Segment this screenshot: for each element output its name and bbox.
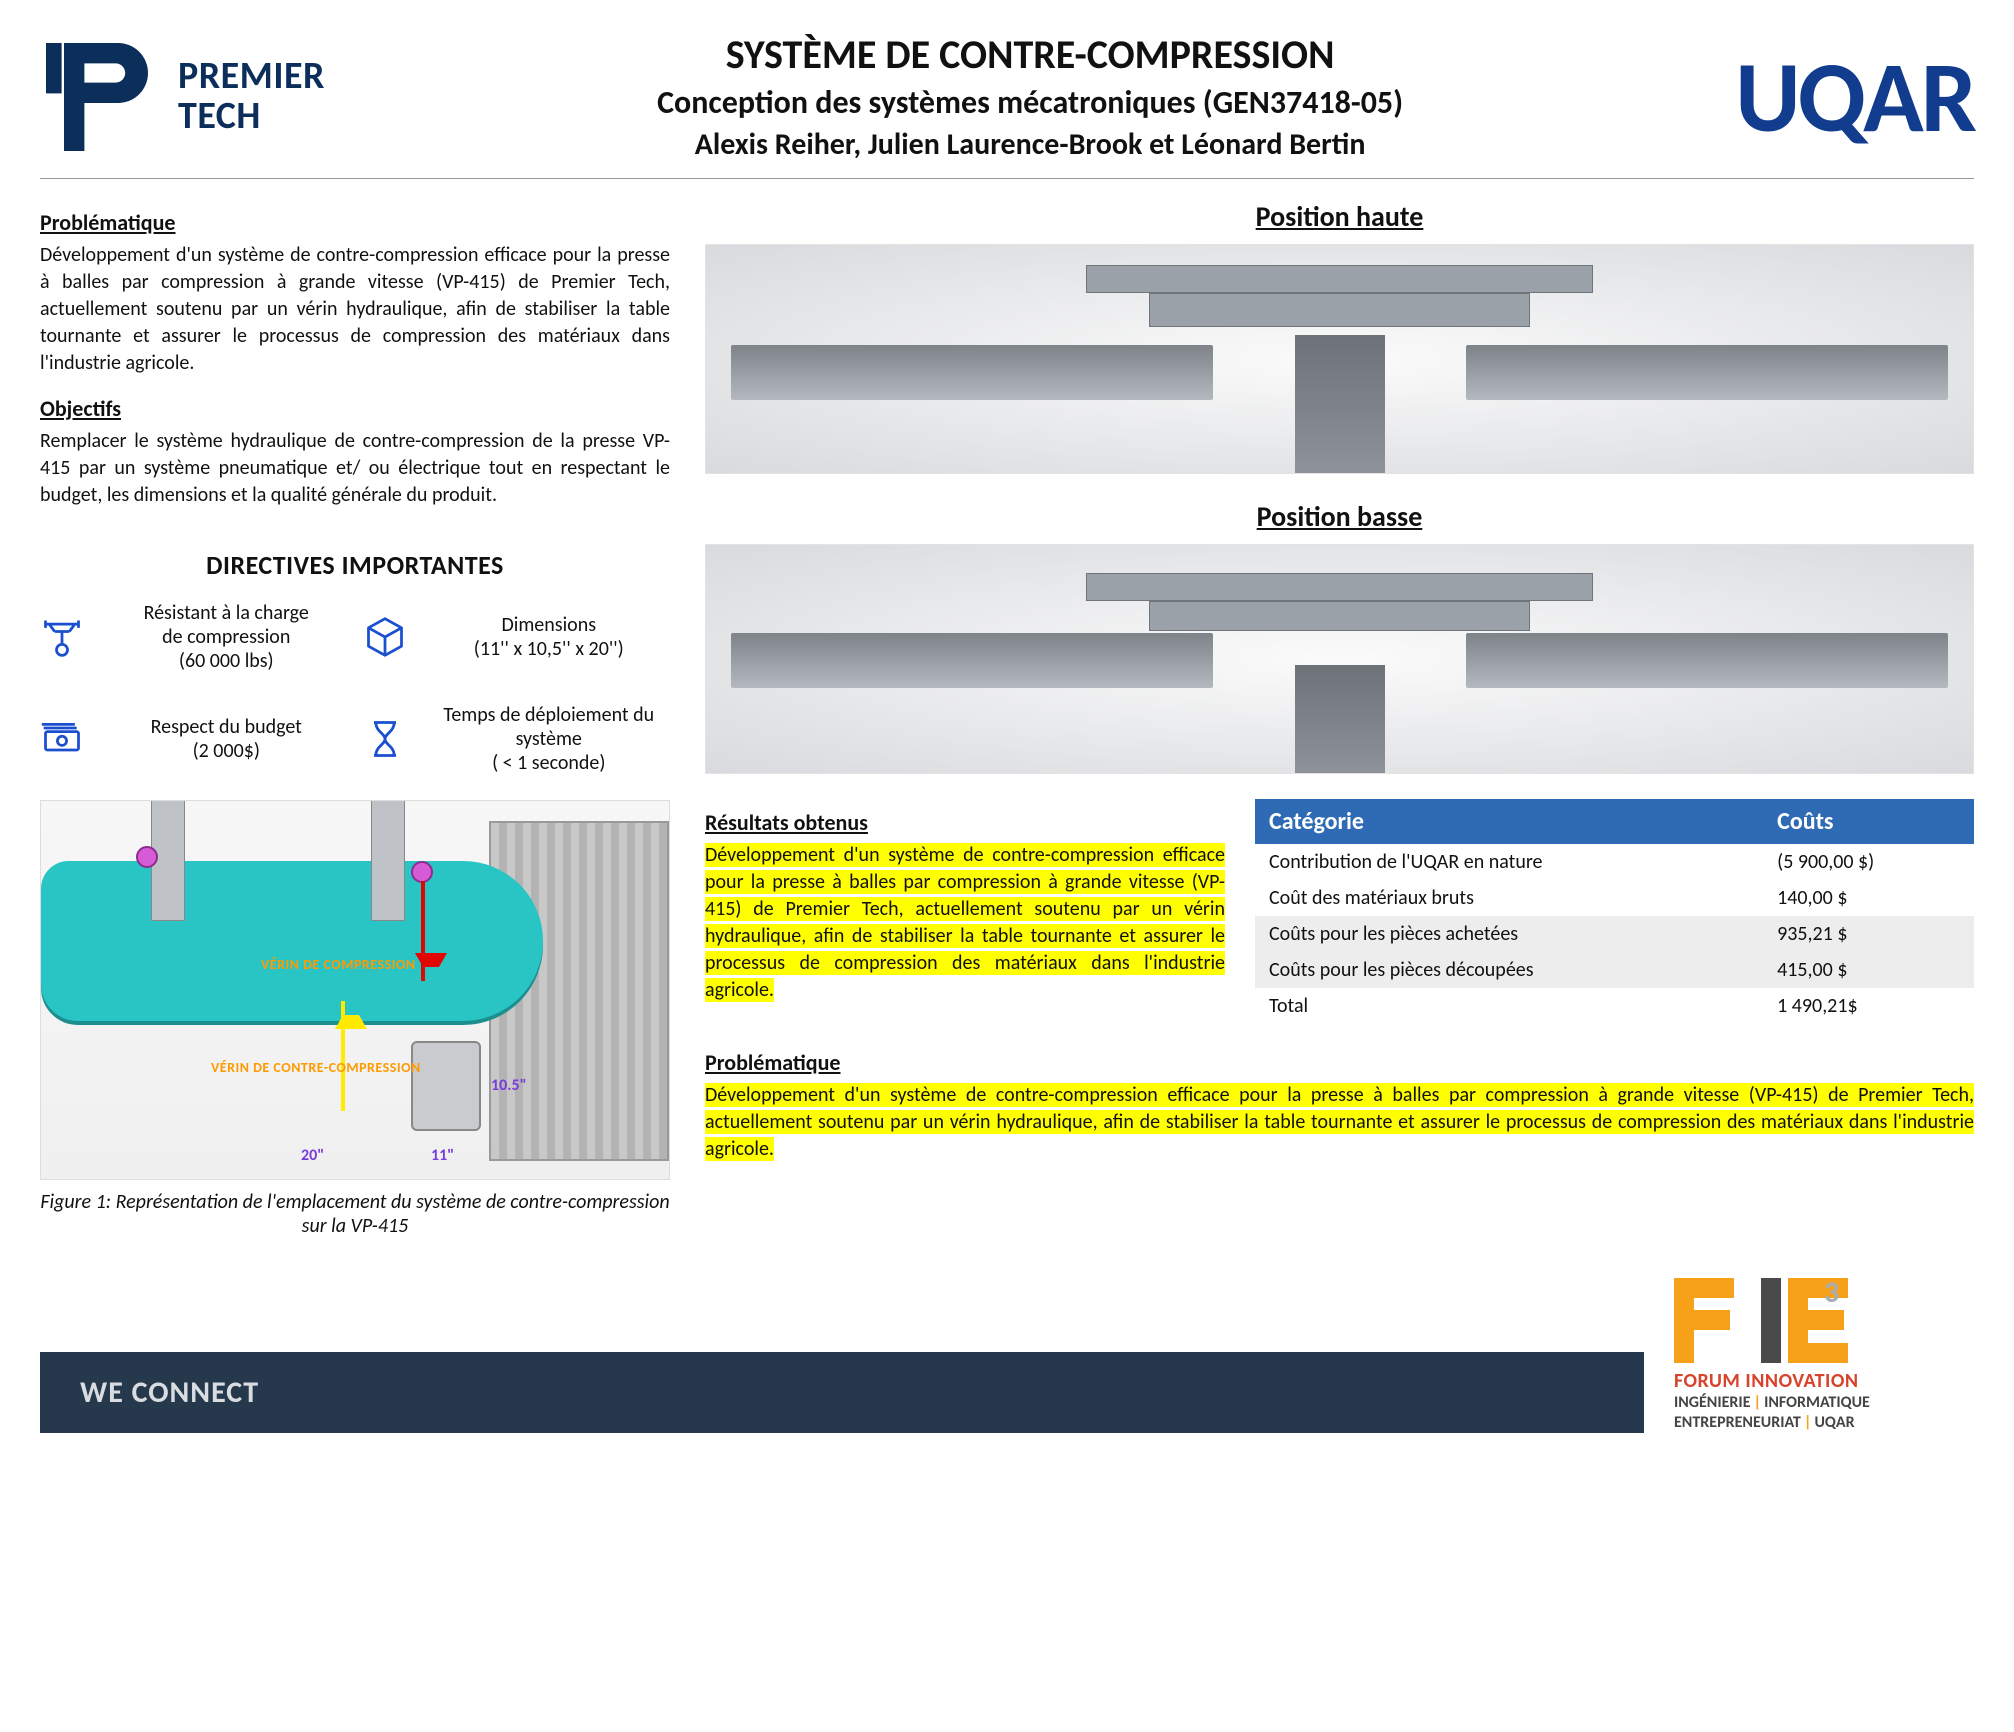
table-header-row: Catégorie Coûts (1255, 799, 1974, 844)
objectives-heading: Objectifs (40, 395, 670, 422)
objectives-body: Remplacer le système hydraulique de cont… (40, 428, 670, 509)
problem-heading: Problématique (40, 209, 670, 236)
main-title: SYSTÈME DE CONTRE-COMPRESSION (345, 30, 1715, 79)
problem-body: Développement d'un système de contre-com… (40, 242, 670, 377)
table-row: Coûts pour les pièces découpées415,00 $ (1255, 952, 1974, 988)
directives-title: DIRECTIVES IMPORTANTES (40, 549, 670, 581)
directive-dimensions: Dimensions (11'' x 10,5'' x 20'') (428, 613, 671, 661)
dim-h: 10.5" (491, 1076, 527, 1095)
title-block: SYSTÈME DE CONTRE-COMPRESSION Conception… (325, 30, 1735, 163)
uqar-logo: UQAR (1735, 57, 1974, 137)
th-category: Catégorie (1255, 799, 1763, 844)
authors-line: Alexis Reiher, Julien Laurence-Brook et … (345, 126, 1715, 163)
directives-grid: Résistant à la charge de compression (60… (40, 601, 670, 775)
problem2-body: Développement d'un système de contre-com… (705, 1082, 1974, 1163)
directive-budget: Respect du budget (2 000$) (105, 715, 348, 763)
table-row: Total1 490,21$ (1255, 988, 1974, 1024)
forum-red-line: FORUM INNOVATION (1674, 1369, 1974, 1393)
fie-3-badge: 3 (1824, 1274, 1839, 1311)
cost-table-wrap: Catégorie Coûts Contribution de l'UQAR e… (1255, 799, 1974, 1024)
cube-icon (363, 615, 407, 659)
pt-mark-icon (40, 37, 160, 157)
header: PREMIER TECH SYSTÈME DE CONTRE-COMPRESSI… (40, 30, 1974, 179)
cad-label-bot: VÉRIN DE CONTRE-COMPRESSION (211, 1059, 421, 1076)
load-icon (40, 615, 84, 659)
premier-tech-logo: PREMIER TECH (40, 37, 325, 157)
hourglass-icon (363, 717, 407, 761)
position-high-title: Position haute (705, 199, 1974, 234)
content-row: Problématique Développement d'un système… (40, 199, 1974, 1238)
forum-innovation-logo: 3 FORUM INNOVATION INGÉNIERIE|INFORMATIQ… (1674, 1278, 1974, 1433)
left-column: Problématique Développement d'un système… (40, 199, 670, 1238)
cost-table: Catégorie Coûts Contribution de l'UQAR e… (1255, 799, 1974, 1024)
problem-2-block: Problématique Développement d'un système… (705, 1049, 1974, 1163)
problem2-heading: Problématique (705, 1049, 1974, 1076)
cad-label-top: VÉRIN DE COMPRESSION (261, 956, 416, 973)
right-lower-row: Résultats obtenus Développement d'un sys… (705, 799, 1974, 1024)
pt-text-1: PREMIER (178, 57, 325, 97)
th-cost: Coûts (1763, 799, 1974, 844)
cad-render-icon: VÉRIN DE COMPRESSION VÉRIN DE CONTRE-COM… (40, 800, 670, 1180)
right-column: Position haute Position basse Résultats … (705, 199, 1974, 1238)
figure-1: VÉRIN DE COMPRESSION VÉRIN DE CONTRE-COM… (40, 800, 670, 1238)
table-row: Contribution de l'UQAR en nature(5 900,0… (1255, 844, 1974, 880)
results-body: Développement d'un système de contre-com… (705, 842, 1225, 1004)
directive-load: Résistant à la charge de compression (60… (105, 601, 348, 673)
fie-mark-icon: 3 (1674, 1278, 1974, 1363)
results-heading: Résultats obtenus (705, 809, 1225, 836)
render-low-icon (705, 544, 1974, 774)
pt-text-2: TECH (178, 97, 325, 137)
footer: WE CONNECT 3 FORUM INNOVATION INGÉNIERIE… (40, 1278, 1974, 1433)
dim-w2: 11" (431, 1146, 454, 1165)
table-row: Coûts pour les pièces achetées935,21 $ (1255, 916, 1974, 952)
dim-w1: 20" (301, 1146, 324, 1165)
forum-sub-2: ENTREPRENEURIAT|UQAR (1674, 1413, 1974, 1433)
money-icon (40, 717, 84, 761)
forum-sub-1: INGÉNIERIE|INFORMATIQUE (1674, 1393, 1974, 1413)
position-low-title: Position basse (705, 499, 1974, 534)
subtitle: Conception des systèmes mécatroniques (G… (345, 83, 1715, 122)
table-row: Coût des matériaux bruts140,00 $ (1255, 880, 1974, 916)
render-high-icon (705, 244, 1974, 474)
figure-1-caption: Figure 1: Représentation de l'emplacemen… (40, 1190, 670, 1238)
directive-time: Temps de déploiement du système ( < 1 se… (428, 703, 671, 775)
footer-bar: WE CONNECT (40, 1352, 1644, 1433)
